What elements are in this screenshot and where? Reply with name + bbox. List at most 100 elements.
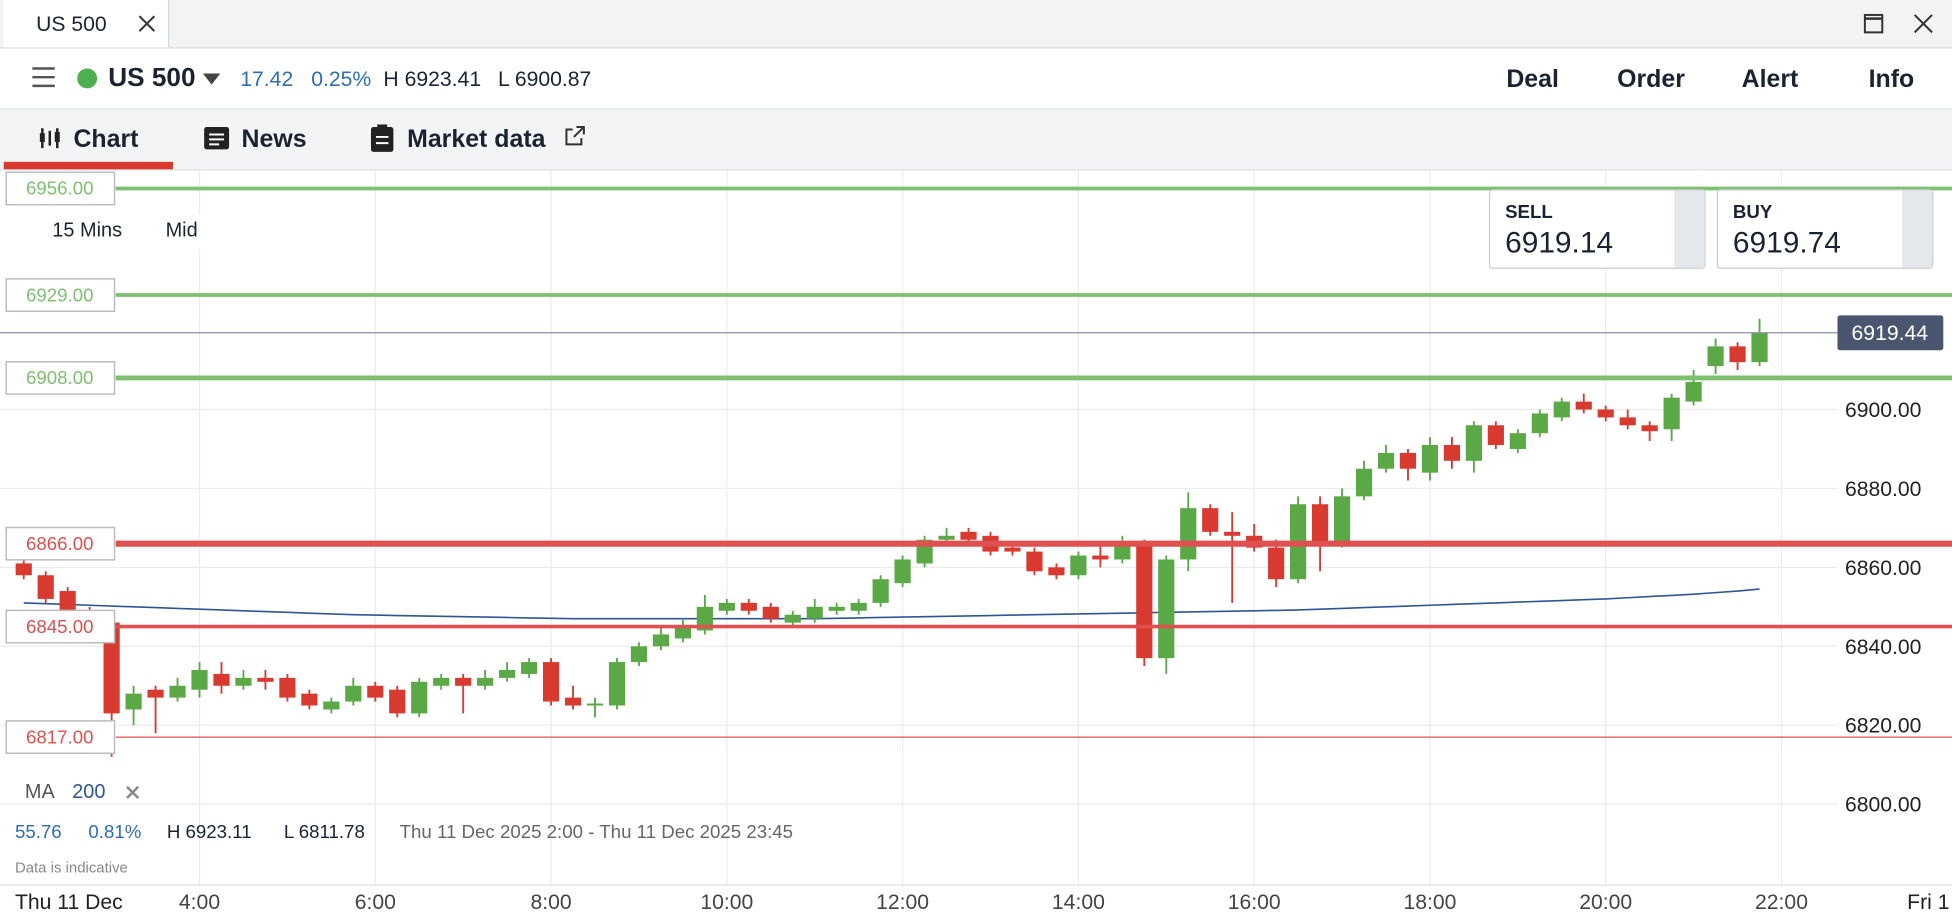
x-tick-label: 18:00 bbox=[1403, 891, 1456, 914]
candle-body bbox=[1619, 417, 1636, 426]
candle-body bbox=[564, 697, 582, 706]
sell-label: SELL bbox=[1505, 201, 1553, 223]
remove-indicator-icon[interactable] bbox=[126, 785, 140, 800]
x-tick-label: 12:00 bbox=[876, 891, 929, 914]
y-tick-label: 6840.00 bbox=[1845, 636, 1921, 659]
change: 17.42 bbox=[240, 67, 294, 91]
buy-side-strip bbox=[1902, 190, 1933, 268]
candle-body bbox=[1136, 543, 1153, 659]
dropdown-caret[interactable] bbox=[202, 73, 221, 85]
close-icon[interactable] bbox=[138, 15, 156, 32]
candle-body bbox=[608, 662, 626, 706]
price-type: Mid bbox=[165, 220, 198, 242]
candle-body bbox=[652, 634, 670, 647]
candle-body bbox=[1663, 397, 1680, 430]
disclaimer: Data is indicative bbox=[14, 858, 128, 877]
news-icon bbox=[204, 126, 230, 150]
current-price-label: 6919.44 bbox=[1852, 322, 1929, 345]
candle-body bbox=[828, 606, 845, 611]
price-type-selector[interactable]: Mid bbox=[151, 214, 217, 249]
candle-body bbox=[894, 559, 911, 584]
candle-body bbox=[1070, 555, 1087, 576]
buy-button[interactable]: BUY 6919.74 bbox=[1716, 189, 1934, 269]
candle-body bbox=[433, 677, 450, 686]
candle-body bbox=[367, 685, 384, 698]
candle-body bbox=[696, 606, 713, 631]
x-tick-label: 8:00 bbox=[530, 891, 571, 914]
candle-body bbox=[1333, 496, 1351, 544]
buy-price: 6919.74 bbox=[1732, 226, 1841, 261]
high: H 6923.41 bbox=[383, 67, 482, 91]
window-tab[interactable]: US 500 bbox=[3, 0, 170, 48]
sell-side-strip bbox=[1674, 190, 1705, 268]
toolbar: US 500 17.42 0.25% H 6923.41 L 6900.87 D… bbox=[0, 48, 1952, 110]
low: L 6900.87 bbox=[497, 67, 592, 91]
candle-body bbox=[1399, 452, 1417, 469]
candle-body bbox=[345, 685, 362, 702]
summary-high: H 6923.11 bbox=[166, 821, 252, 843]
date-label: Thu 11 Dec bbox=[15, 891, 123, 914]
candle-body bbox=[59, 591, 76, 611]
status-dot bbox=[77, 68, 98, 89]
candle-body bbox=[125, 693, 142, 710]
candle-body bbox=[455, 677, 472, 686]
action-button[interactable]: Deal bbox=[1506, 65, 1559, 94]
candle-body bbox=[1048, 567, 1065, 576]
candle-body bbox=[586, 703, 604, 706]
candle-body bbox=[1531, 413, 1548, 434]
candle-body bbox=[213, 673, 230, 686]
candle-body bbox=[850, 602, 867, 611]
candle-body bbox=[1443, 445, 1461, 461]
candle-body bbox=[1575, 401, 1592, 410]
clipboard-icon bbox=[370, 124, 394, 152]
candle-body bbox=[1092, 555, 1109, 560]
candle-body bbox=[1553, 401, 1570, 418]
candle-body bbox=[1158, 559, 1175, 659]
candle-body bbox=[1641, 425, 1658, 432]
y-tick-label: 6820.00 bbox=[1845, 715, 1921, 738]
action-button[interactable]: Alert bbox=[1741, 65, 1799, 94]
x-tick-label: 22:00 bbox=[1755, 891, 1808, 914]
instrument-name[interactable]: US 500 bbox=[108, 63, 196, 93]
tab-news[interactable]: News bbox=[241, 125, 307, 154]
action-button[interactable]: Info bbox=[1868, 65, 1915, 94]
interval: 15 Mins bbox=[52, 220, 123, 242]
tab-chart[interactable]: Chart bbox=[73, 125, 139, 154]
candle-body bbox=[960, 531, 977, 540]
chart-icon bbox=[39, 128, 60, 149]
price-level-label-box bbox=[5, 526, 116, 561]
y-tick-label: 6800.00 bbox=[1845, 794, 1921, 817]
tab-market-data[interactable]: Market data bbox=[407, 125, 546, 154]
candle-body bbox=[37, 575, 54, 599]
price-level-label-box bbox=[5, 360, 116, 395]
candle-body bbox=[1421, 445, 1439, 473]
price-level-label-box bbox=[5, 278, 116, 312]
price-level-label: 6866.00 bbox=[26, 533, 93, 554]
sell-button[interactable]: SELL 6919.14 bbox=[1488, 189, 1706, 269]
candle-body bbox=[1597, 409, 1614, 418]
maximize-icon[interactable] bbox=[1863, 13, 1884, 34]
external-link-icon[interactable] bbox=[564, 125, 585, 147]
candle-body bbox=[191, 669, 208, 690]
window-bar: US 500 bbox=[0, 0, 1952, 49]
candle-body bbox=[411, 681, 428, 714]
candle-body bbox=[740, 602, 757, 611]
candle-body bbox=[872, 579, 889, 603]
candle-body bbox=[1509, 433, 1526, 449]
x-tick-label: 20:00 bbox=[1579, 891, 1632, 914]
close-window-icon[interactable] bbox=[1913, 14, 1933, 34]
candle-body bbox=[630, 646, 648, 663]
candle-body bbox=[147, 689, 164, 698]
candle-body bbox=[15, 563, 32, 576]
candle-body bbox=[1268, 547, 1285, 580]
candle-body bbox=[1202, 508, 1219, 532]
action-button[interactable]: Order bbox=[1617, 65, 1685, 94]
candle-body bbox=[784, 614, 801, 623]
interval-selector[interactable]: 15 Mins bbox=[39, 214, 152, 249]
candle-body bbox=[1377, 452, 1395, 469]
candle-body bbox=[103, 622, 120, 714]
current-price-badge bbox=[1837, 315, 1944, 351]
summary-change: 55.76 bbox=[14, 821, 62, 843]
menu-icon[interactable] bbox=[31, 66, 56, 88]
